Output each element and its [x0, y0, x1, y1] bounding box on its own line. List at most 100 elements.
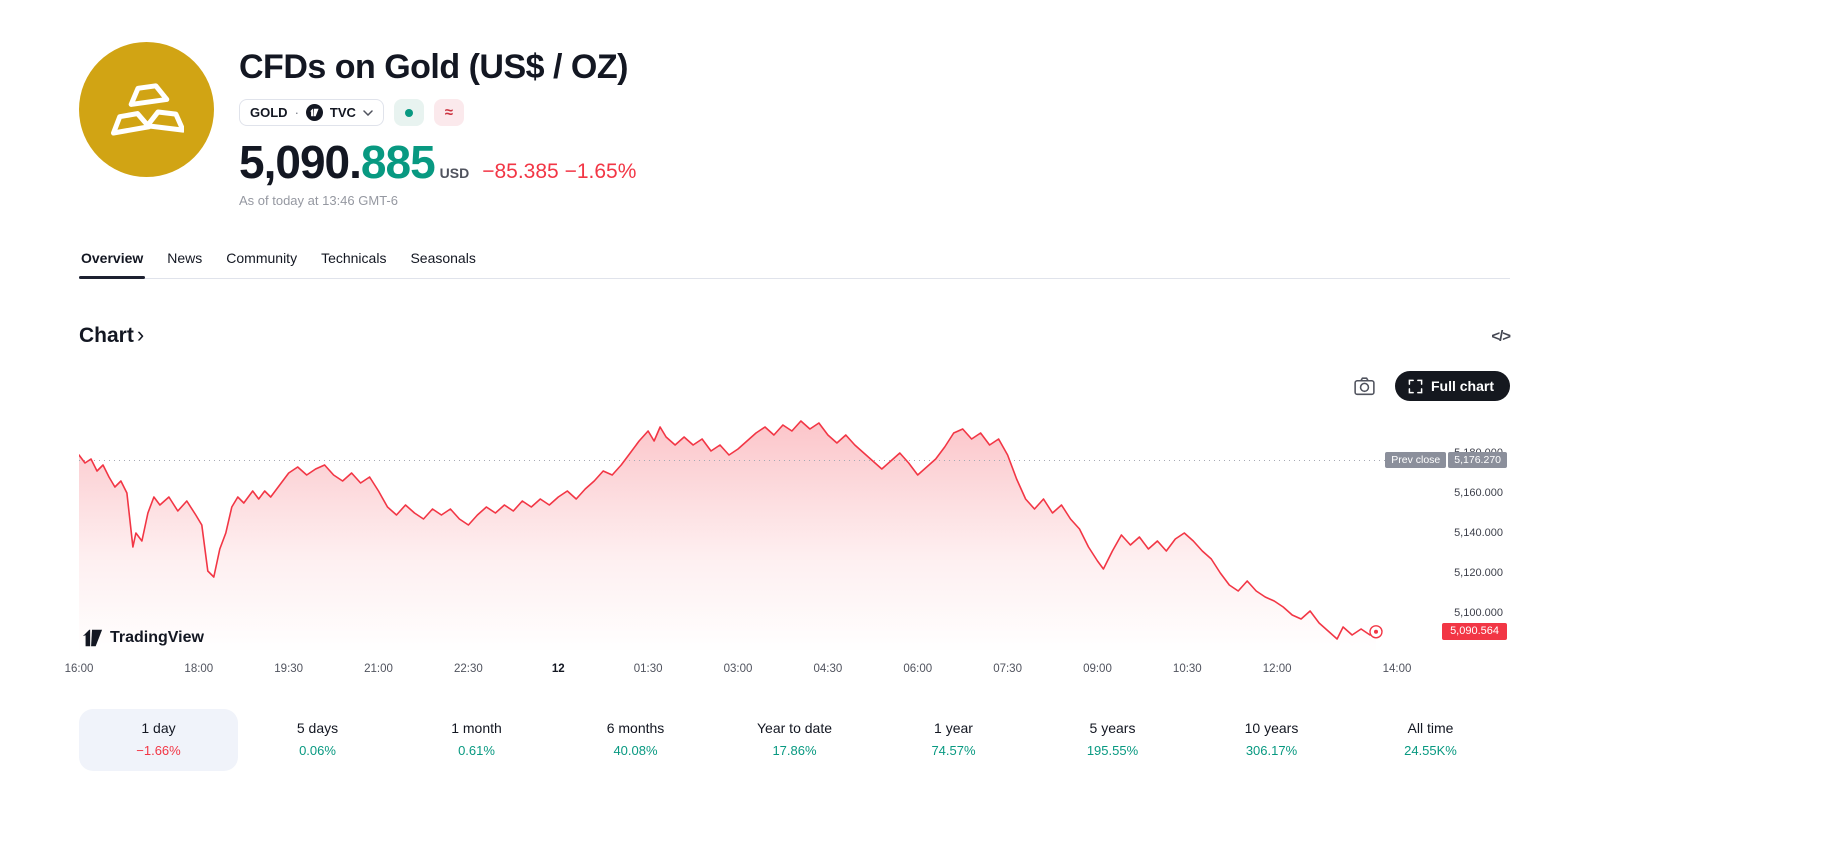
fullscreen-icon	[1408, 379, 1423, 393]
time-axis-label: 03:00	[723, 663, 753, 675]
range-5-days[interactable]: 5 days 0.06%	[238, 709, 397, 771]
section-head: Chart › </>	[79, 322, 1511, 349]
market-status-badge[interactable]	[393, 99, 424, 126]
range-change: 306.17%	[1245, 743, 1298, 758]
range-label: 5 days	[296, 720, 339, 736]
tab-seasonals[interactable]: Seasonals	[408, 240, 477, 278]
range-label: 1 month	[451, 720, 502, 736]
price-axis-label: 5,140.000	[1454, 527, 1503, 539]
price-change-absolute: −85.385	[482, 160, 559, 183]
symbol-info: CFDs on Gold (US$ / OZ) GOLD · TVC	[239, 42, 636, 208]
tab-technicals[interactable]: Technicals	[319, 240, 388, 278]
exchange-logo-icon	[305, 104, 323, 121]
time-axis-label: 18:00	[184, 663, 214, 675]
range-year-to-date[interactable]: Year to date 17.86%	[715, 709, 874, 771]
price-change-percent: −1.65%	[564, 160, 637, 183]
range-change: −1.66%	[136, 743, 181, 758]
price-fraction: 885	[360, 136, 436, 188]
time-axis-label: 22:30	[454, 663, 483, 675]
range-change: 0.61%	[458, 743, 495, 758]
tab-bar: Overview News Community Technicals Seasonals	[79, 240, 1510, 279]
tab-news[interactable]: News	[165, 240, 204, 278]
separator-dot: ·	[294, 105, 299, 120]
symbol-logo	[79, 42, 214, 177]
time-axis-label: 16:00	[64, 663, 94, 675]
time-axis-label: 12	[551, 663, 565, 675]
price-change: −85.385 −1.65%	[482, 160, 636, 184]
tradingview-watermark-label: TradingView	[110, 629, 204, 646]
symbol-header: CFDs on Gold (US$ / OZ) GOLD · TVC	[79, 0, 1510, 208]
range-change: 195.55%	[1086, 743, 1139, 758]
gold-bars-icon	[110, 82, 184, 136]
time-axis-label: 21:00	[364, 663, 393, 675]
last-price-marker-dot	[1374, 629, 1378, 634]
range-label: 5 years	[1089, 720, 1136, 736]
range-1-year[interactable]: 1 year 74.57%	[874, 709, 1033, 771]
tradingview-watermark[interactable]: TradingView	[81, 629, 204, 647]
price-currency: USD	[439, 165, 470, 181]
exchange-code: TVC	[329, 105, 356, 120]
range-change: 24.55K%	[1404, 743, 1457, 758]
tab-overview[interactable]: Overview	[79, 240, 146, 279]
price-axis-label: 5,100.000	[1454, 607, 1503, 619]
time-axis[interactable]: 16:00 18:00 19:30 21:00 22:30 12 01:30 03:00 04:…	[65, 663, 1412, 679]
chart-area-fill	[79, 421, 1376, 653]
range-6-months[interactable]: 6 months 40.08%	[556, 709, 715, 771]
chart-canvas[interactable]	[79, 413, 1397, 653]
range-change: 74.57%	[931, 743, 976, 758]
symbol-switcher-button[interactable]: GOLD · TVC	[239, 99, 384, 126]
as-of-timestamp: As of today at 13:46 GMT-6	[239, 193, 398, 208]
time-axis-label: 07:30	[993, 663, 1022, 675]
time-axis-label: 19:30	[274, 663, 304, 675]
page: CFDs on Gold (US$ / OZ) GOLD · TVC	[65, 0, 1511, 771]
price-axis-label: 5,120.000	[1454, 567, 1503, 579]
range-10-years[interactable]: 10 years 306.17%	[1192, 709, 1351, 771]
prev-close-tag: Prev close 5,176.270	[1385, 452, 1507, 469]
section-title: Chart	[79, 324, 134, 347]
market-open-dot-icon	[404, 108, 413, 117]
price-chart[interactable]: 5,180.0005,160.0005,140.0005,120.0005,10…	[79, 413, 1510, 653]
range-label: 1 day	[141, 720, 176, 736]
time-axis-label: 09:00	[1083, 663, 1112, 675]
code-icon[interactable]: </>	[1491, 327, 1511, 345]
range-label: Year to date	[757, 720, 832, 736]
range-all-time[interactable]: All time 24.55K%	[1351, 709, 1510, 771]
range-5-years[interactable]: 5 years 195.55%	[1033, 709, 1192, 771]
full-chart-button[interactable]: Full chart	[1394, 371, 1510, 401]
time-axis-label: 10:30	[1172, 663, 1202, 675]
prev-close-label: Prev close	[1385, 452, 1447, 469]
time-axis-label: 06:00	[903, 663, 933, 675]
chart-toolbar: Full chart	[79, 371, 1510, 401]
time-axis-label: 01:30	[633, 663, 663, 675]
range-label: 6 months	[606, 720, 665, 736]
prev-close-value: 5,176.270	[1448, 452, 1507, 469]
symbol-code: GOLD	[250, 105, 288, 120]
chevron-right-icon: ›	[136, 322, 145, 347]
page-title: CFDs on Gold (US$ / OZ)	[239, 48, 628, 86]
time-axis-label: 14:00	[1382, 663, 1412, 675]
chart-section: Chart › </>	[65, 322, 1511, 679]
time-axis-label: 04:30	[813, 663, 843, 675]
chart-price-line	[79, 420, 1377, 640]
range-change: 40.08%	[613, 743, 658, 758]
range-1-month[interactable]: 1 month 0.61%	[397, 709, 556, 771]
price-axis[interactable]: 5,180.0005,160.0005,140.0005,120.0005,10…	[1397, 413, 1510, 653]
range-1-day[interactable]: 1 day −1.66%	[79, 709, 238, 771]
delayed-data-badge[interactable]: ≈	[433, 99, 464, 126]
tab-community[interactable]: Community	[224, 240, 299, 278]
range-selector: 1 day −1.66% 5 days 0.06% 1 month 0.61% 6 mont…	[79, 709, 1510, 771]
full-chart-label: Full chart	[1430, 378, 1494, 394]
tradingview-logo-icon	[82, 629, 103, 647]
range-label: All time	[1407, 720, 1454, 736]
price-axis-label: 5,160.000	[1454, 487, 1503, 499]
range-change: 17.86%	[772, 743, 817, 758]
last-price-tag: 5,090.564	[1442, 622, 1507, 640]
section-title-row[interactable]: Chart ›	[79, 322, 145, 349]
chevron-down-icon	[363, 109, 373, 116]
camera-icon	[1354, 376, 1375, 395]
range-label: 10 years	[1244, 720, 1299, 736]
snapshot-camera-button[interactable]	[1350, 372, 1379, 401]
price-row: 5,090.885 USD −85.385 −1.65%	[239, 139, 636, 185]
range-change: 0.06%	[299, 743, 336, 758]
price-integer: 5,090.	[239, 136, 362, 188]
